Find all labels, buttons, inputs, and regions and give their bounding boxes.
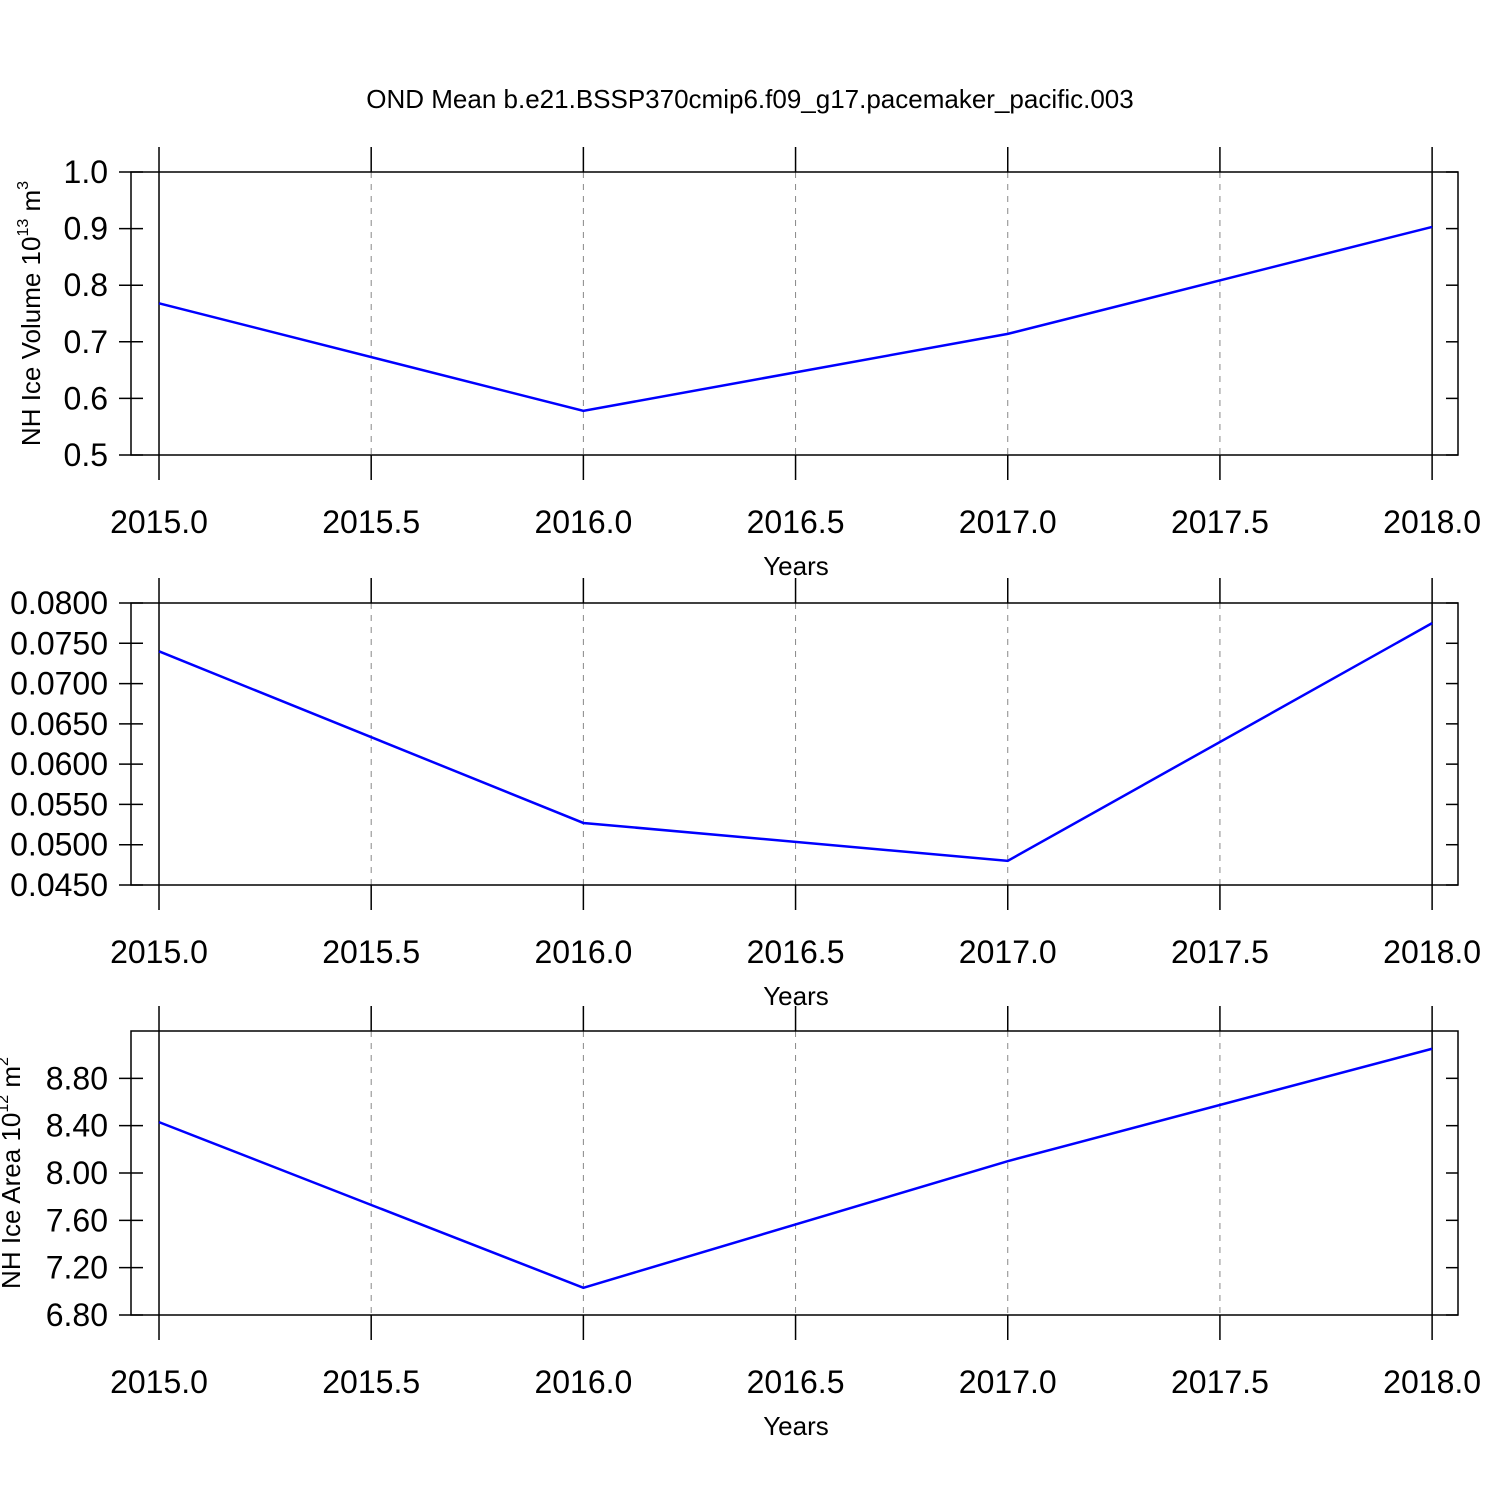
x-tick-label: 2015.5 xyxy=(322,934,420,970)
y-tick-label: 1.0 xyxy=(64,154,108,190)
y-tick-label: 0.0700 xyxy=(10,666,108,702)
y-tick-label: 8.40 xyxy=(46,1108,108,1144)
x-tick-label: 2016.5 xyxy=(747,504,845,540)
y-tick-label: 0.7 xyxy=(64,324,108,360)
superscript: 13 xyxy=(15,219,32,237)
x-tick-label: 2015.0 xyxy=(110,1364,208,1400)
y-tick-label: 0.0800 xyxy=(10,585,108,621)
y-tick-label: 0.0500 xyxy=(10,827,108,863)
plot-frame xyxy=(130,602,1459,886)
x-tick-label: 2018.0 xyxy=(1383,504,1481,540)
x-tick-label: 2017.0 xyxy=(959,1364,1057,1400)
plot-frame xyxy=(130,171,1459,456)
x-tick-label: 2015.0 xyxy=(110,934,208,970)
label-part: NH Ice Area 10 xyxy=(0,1113,26,1289)
y-tick-label: 7.20 xyxy=(46,1250,108,1286)
y-tick-label: 0.5 xyxy=(64,437,108,473)
y-tick-label: 0.0650 xyxy=(10,706,108,742)
y-tick-label: 0.9 xyxy=(64,211,108,247)
y-axis-label: NH Ice Volume 1013 m3 xyxy=(15,181,46,446)
y-tick-label: 7.60 xyxy=(46,1202,108,1238)
data-line xyxy=(158,1047,1433,1290)
x-axis-label: Years xyxy=(763,1411,829,1441)
superscript: 12 xyxy=(0,1095,12,1113)
y-tick-label: 0.0600 xyxy=(10,746,108,782)
y-tick-label: 0.0550 xyxy=(10,786,108,822)
x-tick-label: 2017.0 xyxy=(959,504,1057,540)
plot-frame xyxy=(130,1030,1459,1316)
data-line xyxy=(158,622,1433,863)
superscript: 2 xyxy=(0,1057,12,1066)
data-line xyxy=(158,225,1433,413)
x-tick-label: 2015.0 xyxy=(110,504,208,540)
x-tick-label: 2017.5 xyxy=(1171,934,1269,970)
x-tick-label: 2016.0 xyxy=(534,1364,632,1400)
x-tick-label: 2017.0 xyxy=(959,934,1057,970)
y-tick-label: 0.6 xyxy=(64,380,108,416)
x-tick-label: 2015.5 xyxy=(322,1364,420,1400)
x-tick-label: 2017.5 xyxy=(1171,1364,1269,1400)
y-tick-label: 6.80 xyxy=(46,1297,108,1333)
x-tick-label: 2018.0 xyxy=(1383,1364,1481,1400)
x-axis-label: Years xyxy=(763,551,829,581)
x-tick-label: 2017.5 xyxy=(1171,504,1269,540)
x-tick-label: 2018.0 xyxy=(1383,934,1481,970)
y-tick-label: 8.00 xyxy=(46,1155,108,1191)
y-tick-label: 0.0450 xyxy=(10,867,108,903)
y-tick-label: 8.80 xyxy=(46,1060,108,1096)
label-part: m xyxy=(0,1066,26,1095)
label-part: NH Ice Volume 10 xyxy=(16,237,46,447)
y-tick-label: 0.0750 xyxy=(10,625,108,661)
chart-title: OND Mean b.e21.BSSP370cmip6.f09_g17.pace… xyxy=(366,84,1133,114)
x-tick-label: 2016.5 xyxy=(747,934,845,970)
x-tick-label: 2016.0 xyxy=(534,934,632,970)
superscript: 3 xyxy=(15,181,32,190)
label-part: m xyxy=(16,190,46,219)
x-tick-label: 2015.5 xyxy=(322,504,420,540)
y-axis-label: NH Ice Area 1012 m2 xyxy=(0,1057,26,1289)
y-tick-label: 0.8 xyxy=(64,267,108,303)
x-tick-label: 2016.5 xyxy=(747,1364,845,1400)
x-tick-label: 2016.0 xyxy=(534,504,632,540)
